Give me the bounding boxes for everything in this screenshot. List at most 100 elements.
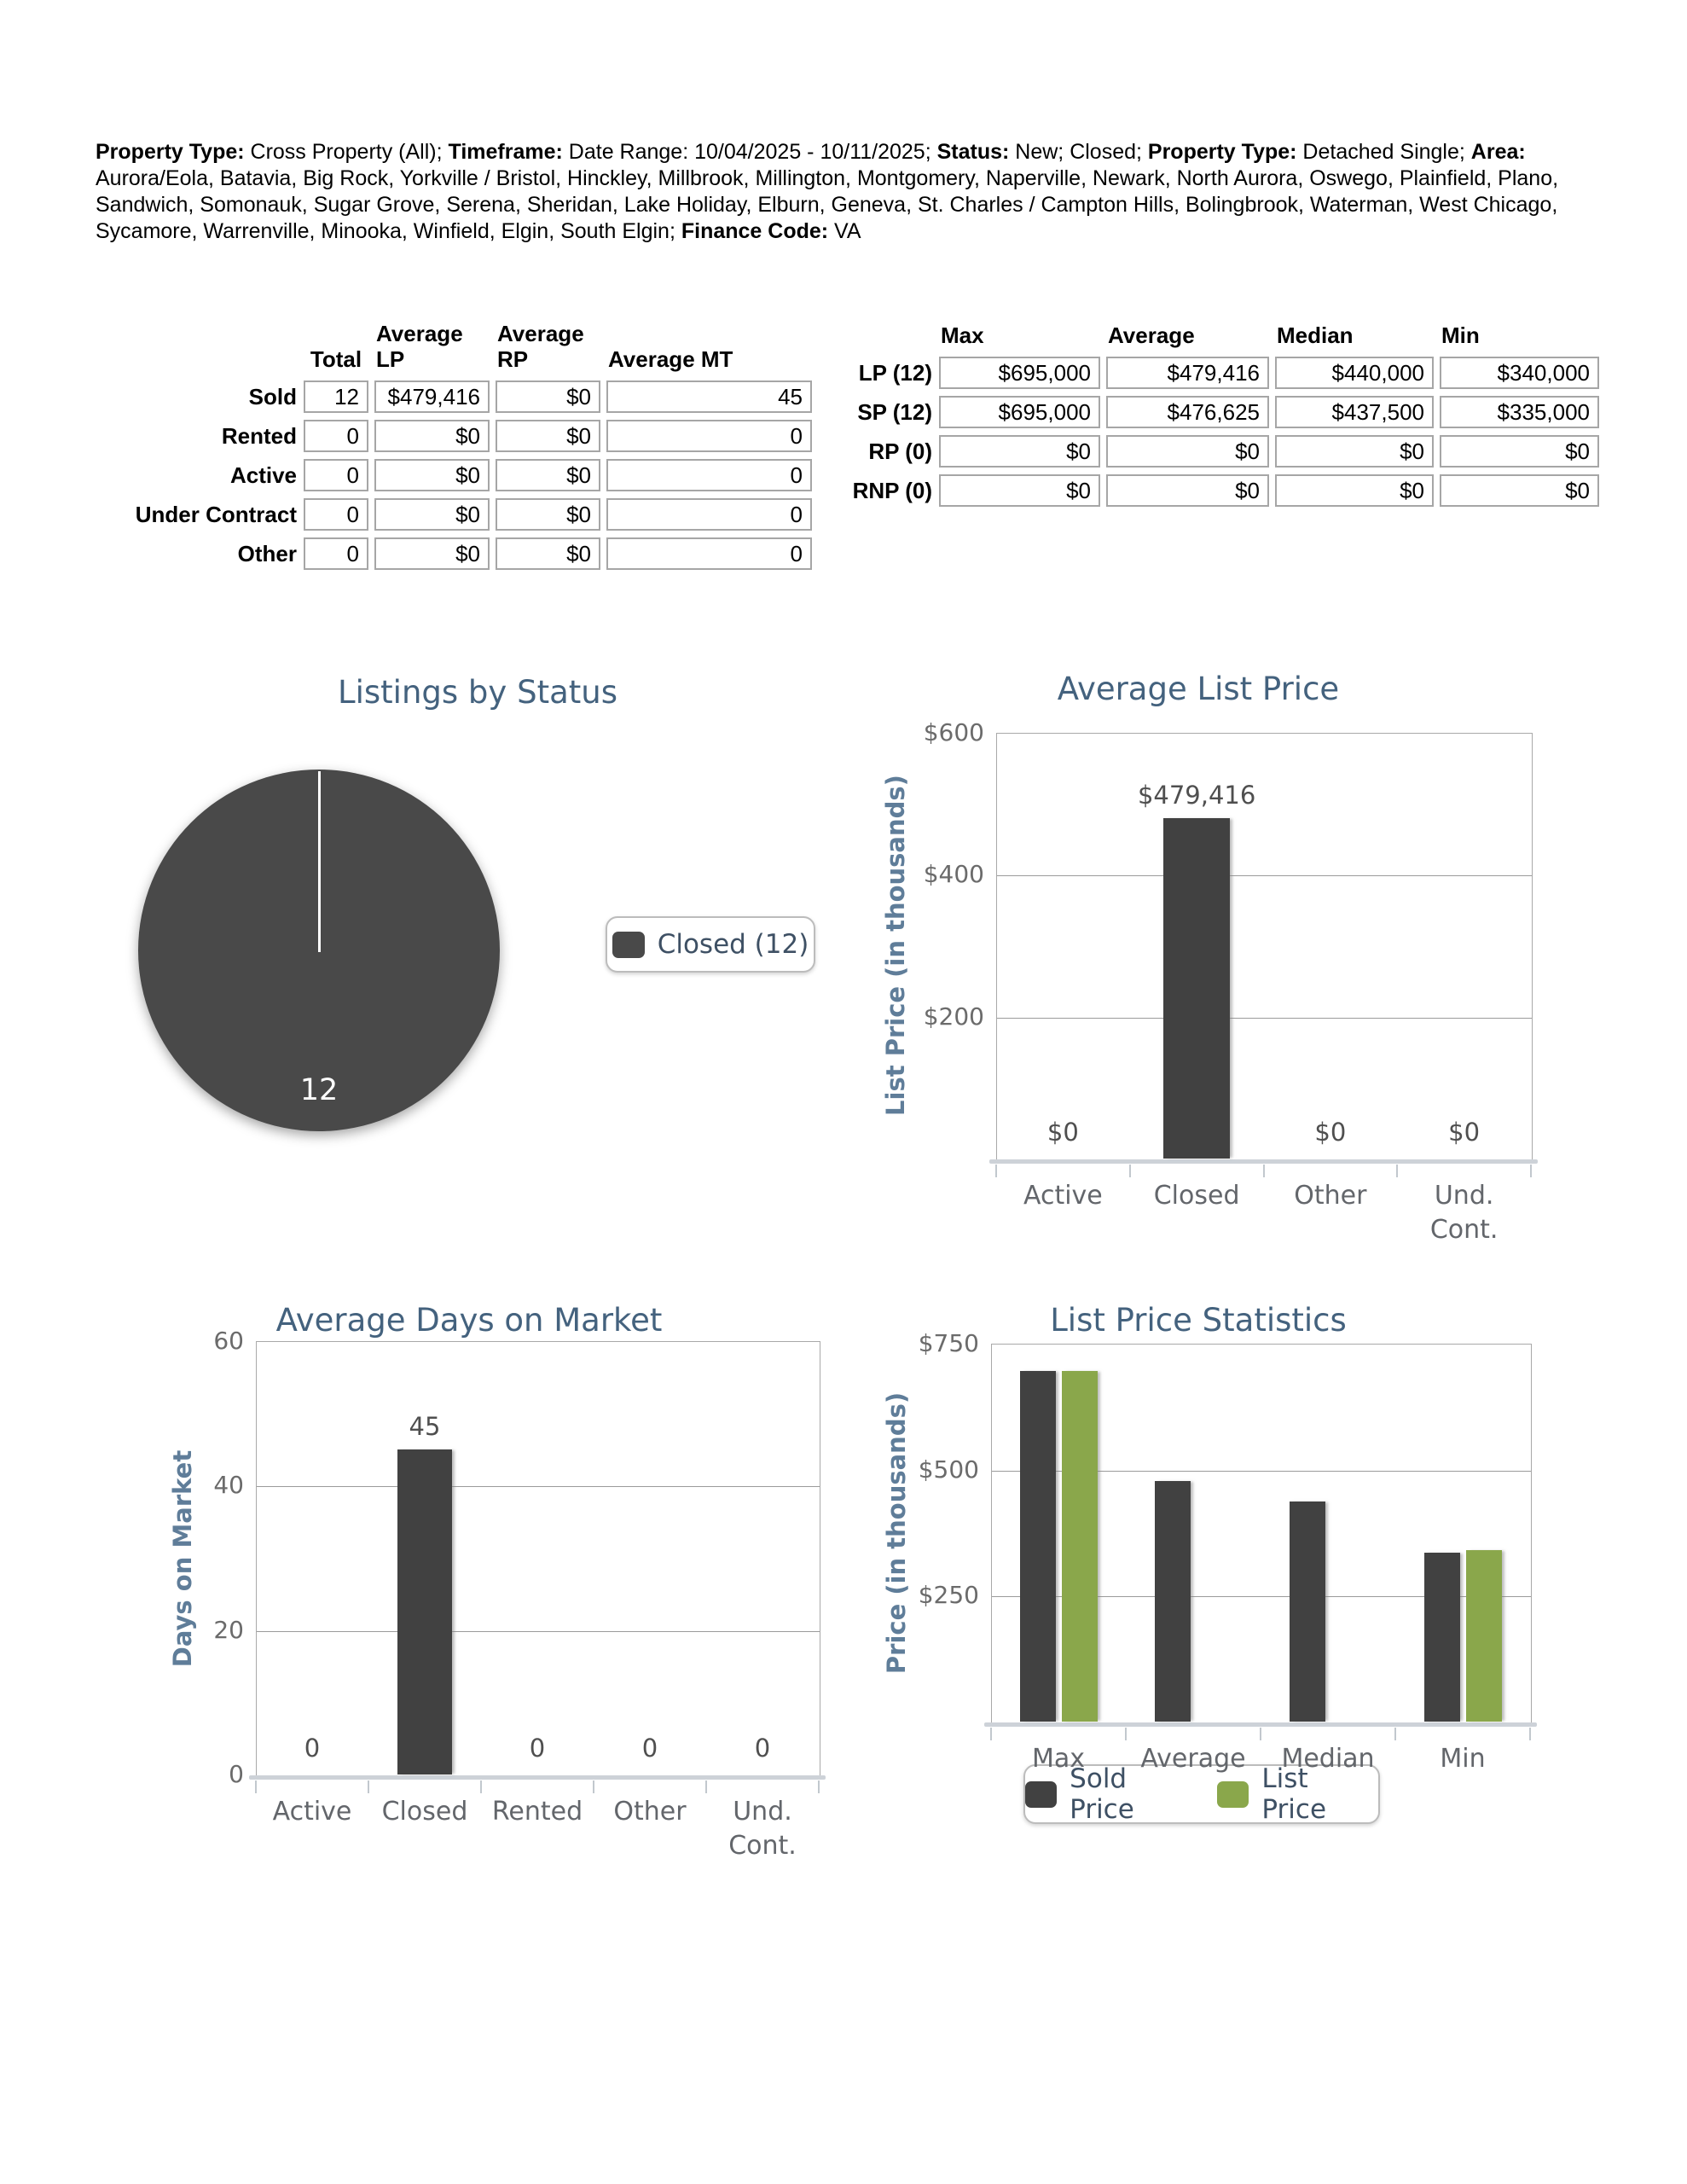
chart-title: Average List Price bbox=[1057, 671, 1340, 707]
legend-swatch-list-price bbox=[1217, 1780, 1249, 1808]
category-label: Max bbox=[1031, 1744, 1086, 1774]
row-label: RP (0) bbox=[868, 438, 932, 464]
category-label: Closed bbox=[1153, 1181, 1240, 1211]
pie-slice-closed: 12 bbox=[138, 770, 500, 1131]
chart-average-list-price: Average List Price List Price (in thousa… bbox=[861, 659, 1620, 1256]
cell: $0 bbox=[374, 498, 490, 531]
table-row: SP (12) $695,000 $476,625 $437,500 $335,000 bbox=[836, 396, 1599, 428]
grid-line bbox=[997, 1017, 1532, 1019]
cell: 0 bbox=[304, 498, 368, 531]
plot-area bbox=[256, 1341, 820, 1776]
table-corner bbox=[836, 322, 933, 350]
criteria-label: Property Type: bbox=[96, 140, 245, 164]
x-axis-tick bbox=[1128, 1165, 1131, 1177]
bar-closed bbox=[397, 1449, 452, 1774]
value-label: $479,416 bbox=[1137, 781, 1256, 810]
cell: $0 bbox=[374, 459, 490, 491]
table-header-row: Max Average Median Min bbox=[836, 322, 1599, 350]
category-label: Active bbox=[1023, 1181, 1103, 1211]
column-header: Average LP bbox=[376, 321, 463, 372]
legend-label: Closed (12) bbox=[657, 929, 809, 960]
table-body: Sold 12 $479,416 $0 45 Rented 0 $0 $0 0 Active 0 $0 $… bbox=[105, 380, 812, 570]
status-summary-table: Total Average LP Average RP Average MT Sold 1… bbox=[99, 314, 818, 577]
x-axis-tick bbox=[705, 1780, 707, 1793]
value-label: $0 bbox=[1448, 1118, 1481, 1147]
plot-area bbox=[996, 733, 1533, 1160]
cell: $340,000 bbox=[1440, 357, 1599, 389]
cell: 0 bbox=[304, 420, 368, 452]
cell: $0 bbox=[1440, 435, 1599, 468]
y-tick-label: 40 bbox=[213, 1471, 244, 1500]
table-head: Total Average LP Average RP Average MT bbox=[105, 321, 812, 374]
report-criteria: Property Type: Cross Property (All); Tim… bbox=[96, 140, 1559, 243]
table-row: RNP (0) $0 $0 $0 $0 bbox=[836, 474, 1599, 507]
category-label: Average bbox=[1140, 1744, 1246, 1774]
x-axis-tick bbox=[593, 1780, 594, 1793]
y-tick-label: $250 bbox=[918, 1581, 979, 1610]
cell: $0 bbox=[1275, 435, 1434, 468]
x-axis-tick bbox=[1260, 1728, 1261, 1740]
cell: $437,500 bbox=[1275, 396, 1434, 428]
criteria-label: Status: bbox=[936, 140, 1010, 164]
row-label: RNP (0) bbox=[852, 477, 932, 503]
chart-average-days-on-market: Average Days on Market Days on Market 60… bbox=[85, 1249, 853, 1863]
chart-listings-by-status: Listings by Status 12 Closed (12) bbox=[94, 664, 861, 1227]
cell: $335,000 bbox=[1440, 396, 1599, 428]
y-tick-label: 60 bbox=[213, 1327, 244, 1355]
cell: $0 bbox=[939, 474, 1100, 507]
cell: 0 bbox=[304, 459, 368, 491]
table-head: Max Average Median Min bbox=[836, 322, 1599, 350]
grid-line bbox=[992, 1596, 1531, 1598]
cell: 0 bbox=[304, 537, 368, 570]
cell: 12 bbox=[304, 380, 368, 413]
column-header: Total bbox=[310, 346, 362, 372]
y-axis-title: List Price (in thousands) bbox=[881, 775, 910, 1116]
cell: 0 bbox=[606, 537, 812, 570]
x-axis-tick bbox=[990, 1728, 992, 1740]
cell: $0 bbox=[939, 435, 1100, 468]
category-label: Other bbox=[613, 1797, 687, 1827]
category-label: Median bbox=[1281, 1744, 1375, 1774]
price-legend: Sold Price List Price bbox=[1023, 1763, 1380, 1825]
legend-item-closed: Closed (12) bbox=[612, 929, 809, 960]
grid-line bbox=[257, 1630, 820, 1632]
chart-title: Listings by Status bbox=[338, 674, 617, 711]
cell: $695,000 bbox=[939, 396, 1100, 428]
table-row: Under Contract 0 $0 $0 0 bbox=[105, 498, 812, 531]
table-corner bbox=[105, 321, 298, 374]
category-label: Rented bbox=[491, 1797, 583, 1827]
grid-line bbox=[992, 1470, 1531, 1472]
x-axis-line bbox=[984, 1722, 1537, 1727]
grid-line bbox=[257, 1486, 820, 1488]
cell: $479,416 bbox=[374, 380, 490, 413]
bar-sold-price-max bbox=[1020, 1371, 1056, 1722]
cell: $0 bbox=[496, 420, 600, 452]
x-axis-tick bbox=[995, 1165, 997, 1177]
bar-list-price-min bbox=[1466, 1550, 1502, 1722]
y-tick-label: $500 bbox=[918, 1455, 979, 1484]
cell: $0 bbox=[1106, 474, 1269, 507]
value-label: $0 bbox=[1314, 1118, 1347, 1147]
cell: $0 bbox=[496, 537, 600, 570]
criteria-label: Finance Code: bbox=[681, 219, 829, 243]
column-header: Max bbox=[941, 322, 984, 348]
data-table: Max Average Median Min LP (12) $695,000 $479,4… bbox=[830, 316, 1605, 514]
table-row: LP (12) $695,000 $479,416 $440,000 $340,000 bbox=[836, 357, 1599, 389]
table-row: Rented 0 $0 $0 0 bbox=[105, 420, 812, 452]
table-row: Sold 12 $479,416 $0 45 bbox=[105, 380, 812, 413]
cell: $695,000 bbox=[939, 357, 1100, 389]
category-label: Closed bbox=[381, 1797, 468, 1827]
cell: $476,625 bbox=[1106, 396, 1269, 428]
x-axis-tick bbox=[1262, 1165, 1265, 1177]
cell: $0 bbox=[1275, 474, 1434, 507]
cell: 45 bbox=[606, 380, 812, 413]
row-label: Sold bbox=[248, 383, 297, 410]
value-label: 0 bbox=[529, 1734, 546, 1763]
table-row: RP (0) $0 $0 $0 $0 bbox=[836, 435, 1599, 468]
y-tick-label: 0 bbox=[229, 1760, 244, 1788]
criteria-label: Property Type: bbox=[1147, 140, 1297, 164]
pie-data-label: 12 bbox=[299, 1073, 339, 1107]
y-tick-label: $600 bbox=[923, 718, 984, 746]
legend-swatch-sold-price bbox=[1025, 1780, 1058, 1808]
